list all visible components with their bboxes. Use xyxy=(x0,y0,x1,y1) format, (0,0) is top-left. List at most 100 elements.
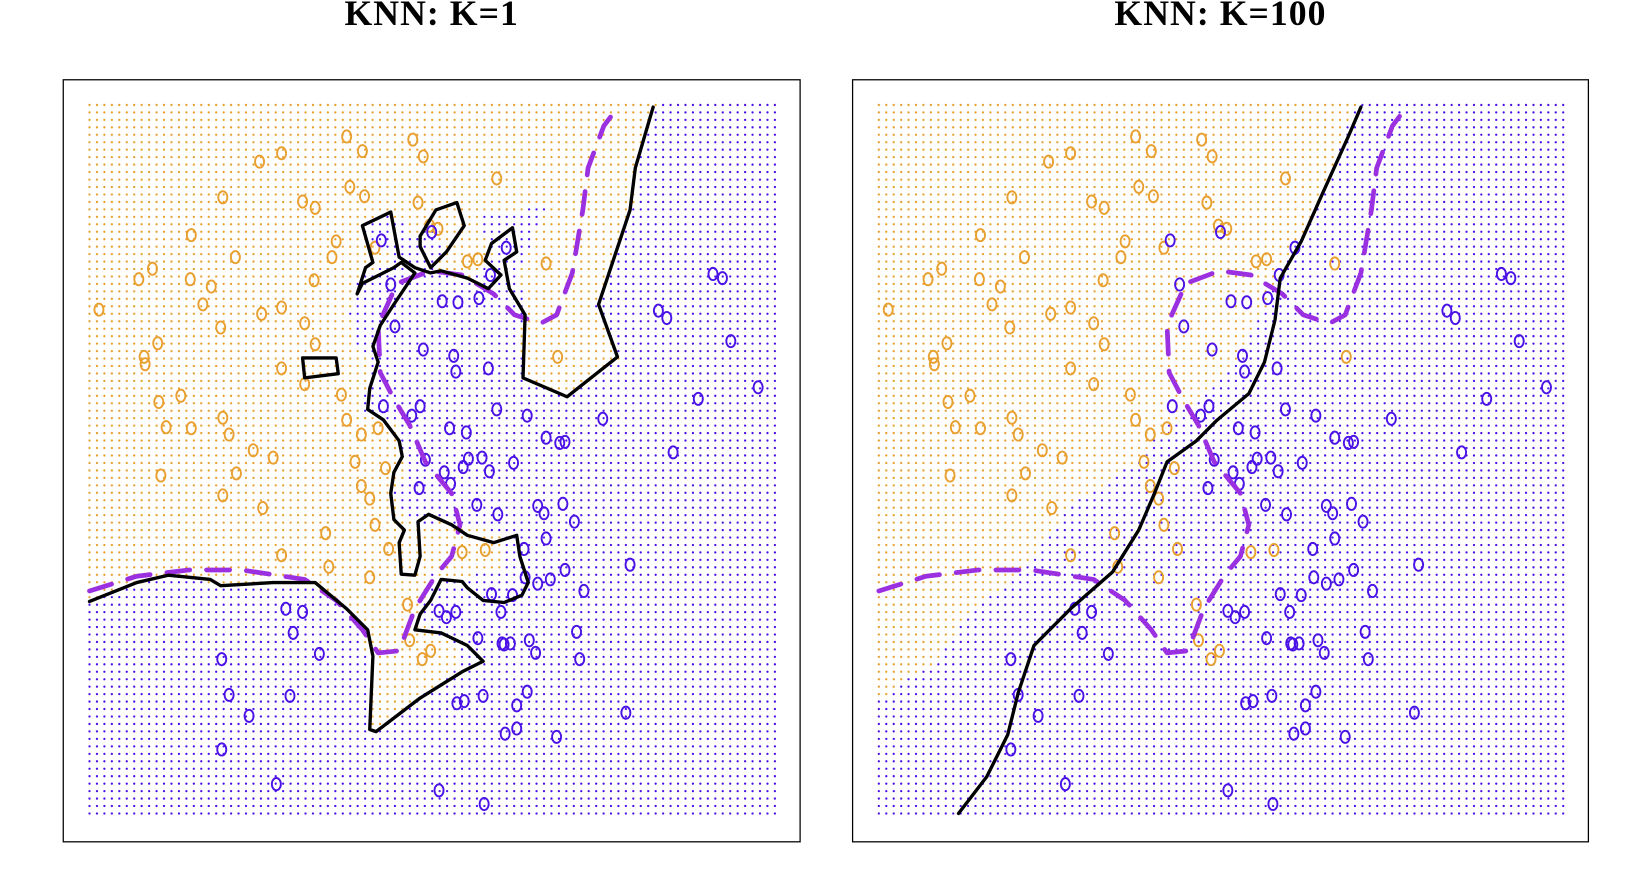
point xyxy=(456,545,468,560)
point xyxy=(941,336,953,351)
chart-title: KNN: K=100 xyxy=(1114,0,1326,33)
point xyxy=(364,491,376,506)
point xyxy=(1065,146,1077,161)
point xyxy=(1299,698,1311,713)
point xyxy=(1329,531,1341,546)
point xyxy=(1362,652,1374,667)
point xyxy=(1237,348,1248,363)
point xyxy=(152,336,164,351)
point xyxy=(413,481,425,496)
plot-frame xyxy=(62,79,801,843)
point xyxy=(975,421,986,436)
point xyxy=(1005,652,1017,667)
point xyxy=(1261,252,1273,267)
point xyxy=(414,399,426,414)
point xyxy=(532,576,544,591)
point xyxy=(257,500,269,516)
point xyxy=(1086,604,1098,619)
point xyxy=(217,410,229,425)
point xyxy=(1320,498,1332,513)
point xyxy=(276,361,288,376)
point xyxy=(247,443,259,458)
point xyxy=(355,427,367,442)
point xyxy=(416,652,428,667)
point xyxy=(1102,646,1114,661)
point xyxy=(624,557,636,572)
point xyxy=(1124,387,1136,402)
point xyxy=(707,266,719,281)
point xyxy=(692,391,704,406)
point xyxy=(507,588,518,603)
point xyxy=(477,688,489,703)
point xyxy=(1098,200,1110,215)
point xyxy=(471,497,483,512)
point xyxy=(1222,603,1234,618)
point xyxy=(458,694,470,709)
point xyxy=(287,625,299,640)
point xyxy=(452,295,464,310)
point xyxy=(1307,541,1319,556)
point xyxy=(476,450,488,465)
point xyxy=(254,154,265,169)
point xyxy=(417,342,429,357)
point xyxy=(1357,514,1369,529)
point xyxy=(1342,435,1354,450)
point xyxy=(344,179,356,194)
point xyxy=(326,250,338,265)
point xyxy=(1161,421,1173,436)
point xyxy=(973,272,985,287)
point xyxy=(1202,481,1214,496)
point xyxy=(1293,636,1305,651)
point xyxy=(1346,496,1357,511)
point xyxy=(407,132,419,147)
point xyxy=(1172,541,1183,556)
point xyxy=(986,297,998,312)
point xyxy=(1274,587,1286,602)
point xyxy=(1239,604,1251,619)
point xyxy=(216,742,228,757)
point xyxy=(652,303,664,318)
point xyxy=(1206,342,1218,357)
knn-boundary xyxy=(87,105,655,734)
point xyxy=(1251,451,1263,466)
point xyxy=(1250,254,1262,269)
point xyxy=(544,572,556,587)
point xyxy=(1367,583,1378,598)
point xyxy=(404,633,416,648)
point xyxy=(498,637,510,652)
point xyxy=(93,302,105,317)
point xyxy=(491,402,503,417)
point xyxy=(280,601,292,616)
point xyxy=(460,425,472,440)
point xyxy=(944,468,956,483)
point xyxy=(1145,144,1157,159)
point xyxy=(217,488,229,503)
point xyxy=(1505,271,1517,286)
point xyxy=(1280,171,1291,186)
point xyxy=(330,234,342,249)
point xyxy=(1408,705,1420,720)
point xyxy=(1271,361,1283,376)
point xyxy=(540,256,552,271)
point xyxy=(1045,306,1057,321)
panel: KNN: K=100 xyxy=(851,0,1590,843)
point xyxy=(230,466,242,481)
point xyxy=(482,361,494,376)
point xyxy=(297,604,309,619)
point xyxy=(1019,250,1030,265)
point xyxy=(1065,361,1077,376)
point xyxy=(1327,506,1339,521)
point xyxy=(530,645,542,660)
point xyxy=(1329,256,1341,271)
point xyxy=(994,279,1006,294)
point xyxy=(1203,399,1215,414)
point xyxy=(461,254,473,269)
bayes-boundary xyxy=(876,102,1411,656)
point xyxy=(359,189,370,204)
knn-boundary xyxy=(300,356,340,380)
point xyxy=(139,357,151,372)
point xyxy=(1166,399,1178,414)
point xyxy=(571,624,582,639)
point xyxy=(276,300,288,315)
point xyxy=(1541,380,1552,395)
